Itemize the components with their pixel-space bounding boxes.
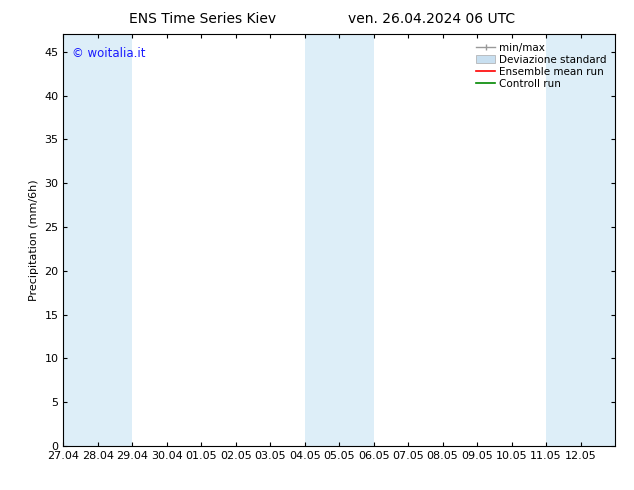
Text: ven. 26.04.2024 06 UTC: ven. 26.04.2024 06 UTC [347, 12, 515, 26]
Text: © woitalia.it: © woitalia.it [72, 47, 145, 60]
Y-axis label: Precipitation (mm/6h): Precipitation (mm/6h) [29, 179, 39, 301]
Bar [546, 34, 615, 446]
Text: ENS Time Series Kiev: ENS Time Series Kiev [129, 12, 276, 26]
Bar [63, 34, 133, 446]
Legend: min/max, Deviazione standard, Ensemble mean run, Controll run: min/max, Deviazione standard, Ensemble m… [473, 40, 610, 92]
Bar [305, 34, 373, 446]
